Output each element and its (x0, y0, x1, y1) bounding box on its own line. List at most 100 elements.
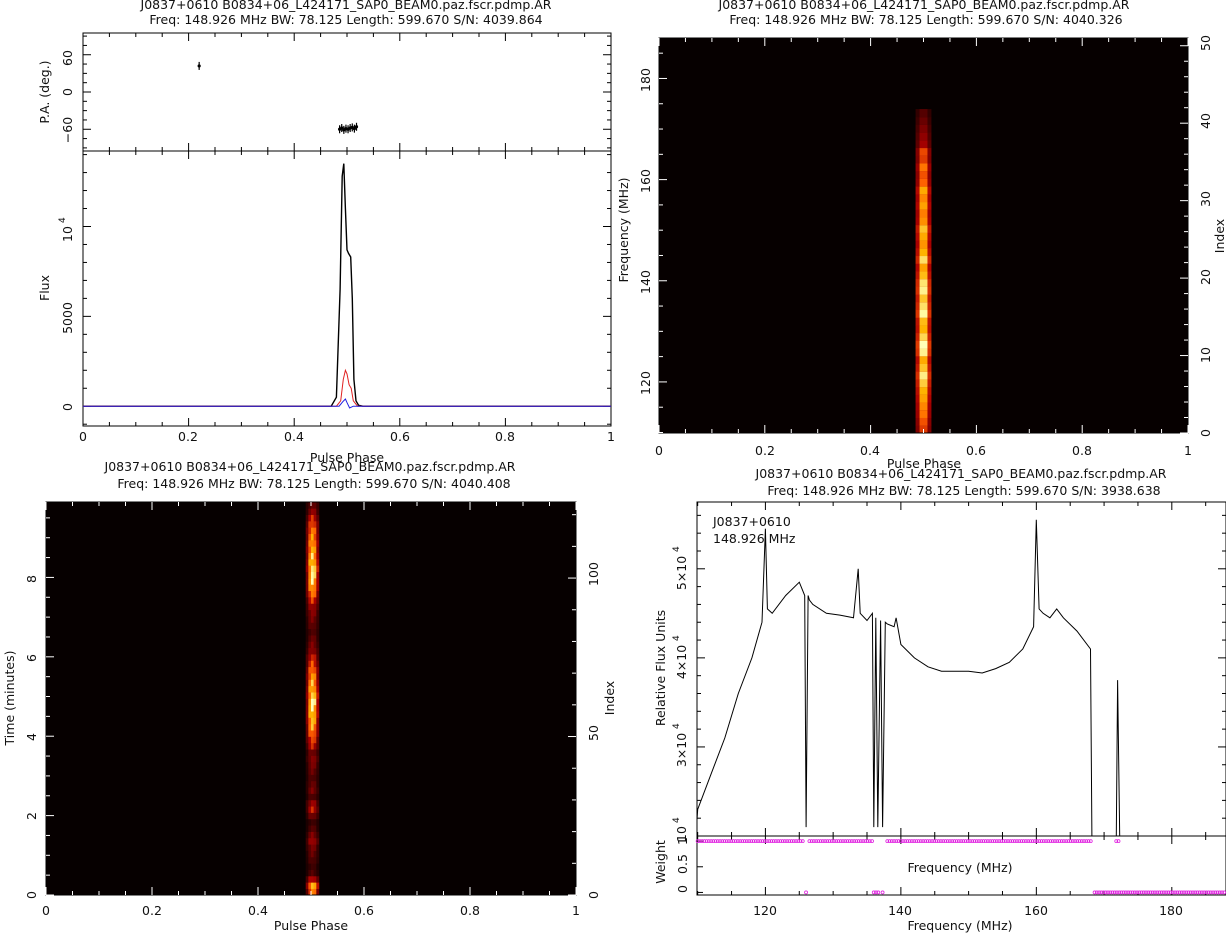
tp-cell (305, 559, 309, 566)
weight-marker-zero (1204, 890, 1209, 895)
weight-marker-one (852, 839, 857, 844)
weight-marker-zero (876, 890, 881, 895)
tp-cell (316, 711, 320, 718)
tp-cell (313, 799, 317, 807)
bp-y-tick-5e4-exp: 4 (672, 546, 682, 552)
tp-cell (311, 540, 314, 547)
weight-marker-zero (1164, 890, 1169, 895)
tp-cell (305, 761, 309, 769)
tp-right-tick-100: 100 (586, 562, 601, 586)
weight-marker-one (1015, 839, 1019, 844)
fp-right-tick-30: 30 (1198, 191, 1213, 207)
pa-point (352, 127, 356, 131)
flux-tick-label-0: 0 (60, 403, 75, 411)
tp-cell (313, 590, 317, 598)
tp-cell (316, 837, 320, 845)
tp-cell (308, 787, 312, 794)
tp-cell (313, 679, 317, 687)
weight-marker-one (733, 839, 738, 844)
tp-cell (316, 508, 320, 515)
pa-axis-label: P.A. (deg.) (37, 60, 52, 123)
tp-cell (308, 622, 312, 630)
tp-cell (313, 837, 317, 845)
weight-marker-zero (880, 890, 885, 895)
weight-marker-zero (1159, 890, 1164, 895)
fp-cell-core (919, 132, 928, 141)
tp-cell (305, 888, 309, 896)
weight-marker-one (952, 839, 957, 844)
tp-cell (308, 888, 312, 896)
tp-cell (316, 761, 320, 769)
weight-marker-zero (1191, 890, 1195, 895)
fp-cell-core (919, 124, 928, 133)
tp-cell (313, 603, 317, 611)
weight-marker-one (785, 839, 789, 844)
weight-marker-one (988, 839, 993, 844)
bp-y-tick-3e4-exp: 4 (672, 723, 682, 729)
weight-marker-one (724, 839, 729, 844)
weight-marker-one (1070, 839, 1075, 844)
weight-marker-one (1039, 839, 1044, 844)
weight-marker-one (927, 839, 932, 844)
tp-cell (311, 812, 314, 820)
weight-marker-one (771, 839, 776, 844)
fp-cell-core (919, 371, 928, 380)
weight-marker-one (718, 839, 722, 844)
weight-marker-one (1021, 839, 1026, 844)
tp-cell (308, 679, 312, 687)
tp-cell (316, 514, 320, 522)
weight-marker-zero (1193, 890, 1198, 895)
tp-cell (308, 812, 312, 820)
tp-cell (311, 628, 314, 636)
tp-cell (308, 673, 312, 680)
fp-cell-core (919, 178, 928, 187)
tp-cell (311, 717, 314, 725)
weight-marker-zero (1119, 890, 1124, 895)
fp-x-tick-08: 0.8 (1072, 443, 1092, 458)
tp-cell (313, 514, 317, 522)
weight-marker-one (892, 839, 896, 844)
weight-marker-zero (1117, 890, 1122, 895)
weight-marker-one (870, 839, 874, 844)
fp-cell-core (919, 379, 928, 388)
tp-cell (308, 514, 312, 522)
weight-marker-zero (1115, 890, 1119, 895)
tp-cell (313, 875, 317, 883)
weight-marker-one (914, 839, 919, 844)
tp-cell (305, 736, 309, 744)
bp-y-tick-5e4-mant: 5×10 (674, 556, 689, 590)
tp-cell (305, 825, 309, 832)
tp-cell (311, 552, 314, 560)
weight-marker-one (936, 839, 941, 844)
weight-marker-one (921, 839, 925, 844)
bp-y-tick-4e4-mant: 4×10 (674, 645, 689, 679)
tp-cell (316, 717, 320, 725)
bp-ticks (697, 502, 1226, 895)
weight-marker-zero (1148, 890, 1153, 895)
weight-marker-one (736, 839, 740, 844)
weight-markers (695, 839, 1226, 895)
tp-cell (311, 780, 314, 788)
tp-cell (316, 673, 320, 680)
profile-ticks (82, 33, 612, 426)
fp-cell-core (919, 232, 928, 241)
weight-marker-one (1062, 839, 1066, 844)
tp-cell (308, 755, 312, 763)
weight-marker-zero (1153, 890, 1157, 895)
profile-x-axis-label: Pulse Phase (310, 450, 385, 465)
tp-cell (311, 806, 314, 813)
weight-marker-one (968, 839, 972, 844)
bp-x-tick-140: 140 (888, 903, 912, 918)
tp-cell (308, 635, 312, 642)
tp-cell (313, 749, 317, 756)
tp-cell (316, 603, 320, 611)
weight-marker-zero (1170, 890, 1175, 895)
fp-x-tick-04: 0.4 (860, 443, 880, 458)
tp-x-tick-02: 0.2 (142, 903, 162, 918)
tp-cell (313, 844, 317, 851)
tp-cell (308, 521, 312, 528)
weight-marker-one (1019, 839, 1024, 844)
tp-cell (308, 565, 312, 573)
tp-cell (316, 875, 320, 883)
